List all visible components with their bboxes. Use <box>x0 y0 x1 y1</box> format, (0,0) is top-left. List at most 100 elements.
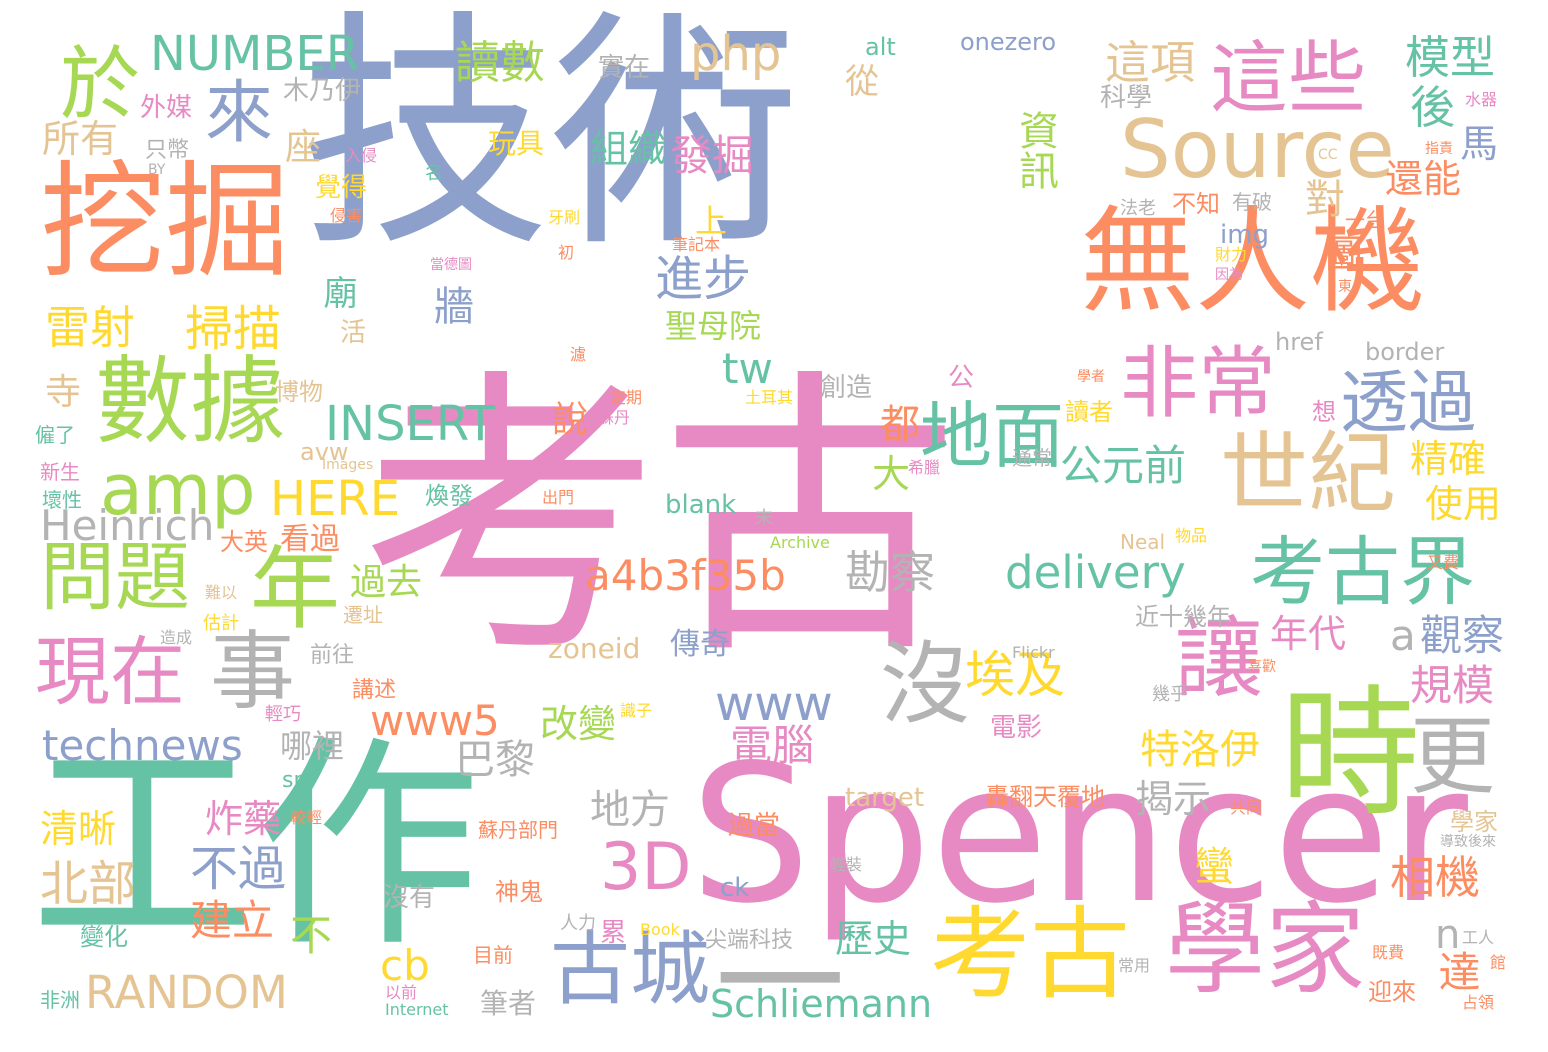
word-xiangji: 相機 <box>1390 851 1481 904</box>
word-kexue: 科學 <box>1100 83 1153 113</box>
word-zhexie: 這些 <box>1210 34 1367 124</box>
word-jinbu: 進步 <box>655 251 752 307</box>
word-aiji: 埃及 <box>965 646 1065 704</box>
word-jiaozhang: 較輕 <box>290 808 323 827</box>
word-nanyi: 難以 <box>205 583 238 602</box>
word-da: 達 <box>1432 950 1481 992</box>
word-pifan: 轟翻天覆地 <box>985 783 1105 811</box>
word-rang: 讓 <box>1175 607 1264 710</box>
word-jinshijinian: 近十幾年 <box>1135 603 1231 631</box>
word-leishe: 雷射 <box>45 301 136 354</box>
word-touguo: 透過 <box>1340 364 1477 443</box>
word-neal: Neal <box>1120 530 1166 554</box>
word-pan: 蠻 <box>1187 845 1233 885</box>
word-gongren: 工人 <box>1462 928 1495 947</box>
word-jifei: 既費 <box>1372 943 1405 962</box>
word-kancha: 勘察 <box>845 546 936 599</box>
word-shendan: 蘇丹部門 <box>478 818 558 842</box>
word-xiqun: 喜歡 <box>1248 659 1276 675</box>
word-wajue: 挖掘 <box>40 150 290 295</box>
word-yingxiang: 電影 <box>990 713 1043 743</box>
word-by: BY <box>148 162 166 178</box>
word-bizhe: 筆者 <box>480 987 537 1020</box>
word-zhuole: 僱了 <box>35 423 75 447</box>
word-dangdetu: 當德圖 <box>430 257 472 273</box>
word-tuerqi: 土耳其 <box>745 388 794 407</box>
word-spencer: Spencer <box>690 724 1468 945</box>
word-jingque: 精確 <box>1410 437 1487 481</box>
word-zhexiang: 這項 <box>1105 36 1196 89</box>
word-mubiao: 目前 <box>473 943 513 967</box>
word-aw: avw <box>300 438 349 466</box>
word-chuangzao: 創造 <box>820 373 873 403</box>
word-nali: 哪裡 <box>280 727 345 765</box>
word-guji: 估計 <box>203 613 239 634</box>
word-yinglai: 迎來 <box>1368 978 1416 1006</box>
word-technews: technews <box>42 721 243 770</box>
word-gaibian: 改變 <box>540 702 617 746</box>
word-wuping: 物品 <box>1175 526 1208 545</box>
word-dushu: 讀數 <box>455 36 546 89</box>
word-fajue: 發掘 <box>670 131 755 180</box>
word-shi: 時 <box>1280 673 1421 836</box>
word-xianzai: 現在 <box>35 628 186 716</box>
word-houqu: 後 <box>1410 81 1456 134</box>
word-gongtong: 共同 <box>1230 798 1263 817</box>
word-qianwang: 前往 <box>310 643 355 668</box>
word-nian: 年 <box>250 537 340 642</box>
word-lei: 累 <box>600 918 627 948</box>
word-rushou: 入侵 <box>345 146 378 165</box>
word-chumen: 出門 <box>542 488 575 507</box>
word-si: 寺 <box>45 372 82 413</box>
word-wurenji: 無人機 <box>1080 195 1426 329</box>
word-renli: 人力 <box>560 913 596 934</box>
word-kaogu: 考古 <box>360 345 960 694</box>
word-wanju: 玩具 <box>488 127 545 160</box>
word-gucheng: 古城 <box>550 923 710 1016</box>
word-href: href <box>1275 328 1323 356</box>
word-xiru: 希臘 <box>908 458 941 477</box>
word-feichang: 非常 <box>1120 339 1277 429</box>
word-feizhou: 非洲 <box>40 988 80 1012</box>
word-jiangshu: 講述 <box>352 678 397 703</box>
word-cb: cb <box>380 941 430 990</box>
word-mumaiyi: 木乃伊 <box>283 76 362 106</box>
word-lai: 來 <box>205 74 274 153</box>
word-daozhi: 導致後來 <box>1440 834 1496 850</box>
word-shizai: 實在 <box>598 53 651 83</box>
word-qingzhuang: 輕裝 <box>830 855 863 874</box>
word-lu: 濾 <box>570 345 587 364</box>
word-miao: 廟 <box>317 275 357 309</box>
word-geng: 更 <box>1410 708 1496 807</box>
word-changyong: 常用 <box>1118 956 1151 975</box>
word-kaogu2: 考古 <box>930 896 1130 1013</box>
word-jianli: 建立 <box>190 896 275 945</box>
word-img: img <box>1220 220 1270 250</box>
word-beibu: 北部 <box>40 856 137 912</box>
word-kanguo: 看過 <box>280 522 340 557</box>
word-meiyou: 沒有 <box>383 883 436 913</box>
word-shiyong: 使用 <box>1425 482 1502 526</box>
word-www5: www5 <box>370 696 500 745</box>
word-amp: amp <box>100 449 256 531</box>
word-mo: 末 <box>755 508 773 529</box>
word-xuezhe: 學者 <box>1077 369 1105 385</box>
word-flickr: Flickr <box>1012 643 1055 662</box>
word-yi: 一 <box>715 907 846 1052</box>
word-cc: CC <box>1318 147 1338 163</box>
word-xuejia2: 學家 <box>1450 808 1498 836</box>
word-huanfa: 煥發 <box>425 482 473 510</box>
word-zhifei: 指責 <box>1425 141 1453 157</box>
word-xiang: 想 <box>1312 398 1336 426</box>
word-sudan: 蘇丹 <box>598 408 631 427</box>
word-zhayao: 炸藥 <box>205 797 282 841</box>
word-www: www <box>715 676 833 732</box>
word-shang: 上 <box>695 202 728 240</box>
word-guimo: 規模 <box>1410 661 1495 710</box>
word-chuanqi: 傳奇 <box>670 627 730 662</box>
word-gongzuo: 工作 <box>30 716 480 978</box>
word-a: a <box>1390 611 1416 660</box>
word-src: src <box>282 768 315 793</box>
word-bianhua: 變化 <box>80 923 128 951</box>
word-youfei: 又費 <box>1427 553 1460 572</box>
